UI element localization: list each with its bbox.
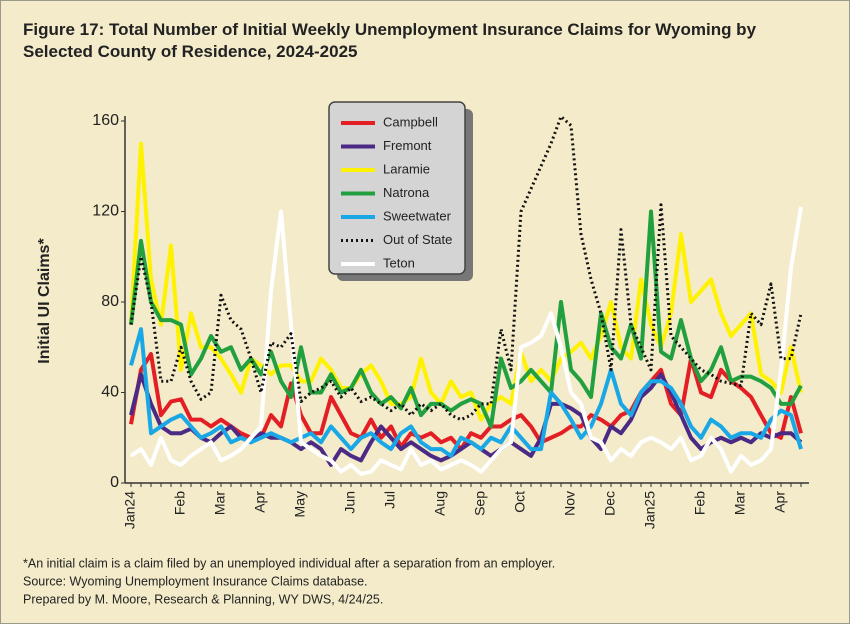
series-line <box>129 141 803 422</box>
y-tick-label: 40 <box>101 384 119 401</box>
y-tick-label: 120 <box>92 203 119 220</box>
legend-label: Sweetwater <box>383 208 452 223</box>
x-tick-label: Apr <box>772 491 788 513</box>
series-line <box>129 327 803 458</box>
legend-label: Out of State <box>383 232 452 247</box>
y-axis-label: Initial UI Claims* <box>36 238 53 364</box>
x-tick-label: Feb <box>692 491 708 515</box>
legend-label: Campbell <box>383 114 438 129</box>
x-tick-label: Mar <box>732 491 748 515</box>
x-tick-label: May <box>292 491 308 517</box>
footnote: Source: Wyoming Unemployment Insurance C… <box>23 574 368 588</box>
series-line <box>129 206 803 476</box>
x-tick-label: Oct <box>512 491 528 513</box>
x-tick-label: Apr <box>252 491 268 513</box>
x-tick-label: Sep <box>472 491 488 516</box>
x-tick-label: Feb <box>172 491 188 515</box>
x-tick-label: Jun <box>342 491 358 514</box>
x-tick-label: Jan25 <box>642 491 658 529</box>
legend-label: Natrona <box>383 185 430 200</box>
legend: Campbell Fremont Laramie Natrona Sweetwater O… <box>328 101 473 281</box>
x-tick-label: Aug <box>432 491 448 516</box>
series-line <box>129 209 803 429</box>
x-tick-label: Jan24 <box>122 491 138 529</box>
x-tick-label: Jul <box>382 491 398 509</box>
y-tick-label: 0 <box>110 474 119 491</box>
y-tick-label: 160 <box>92 112 119 129</box>
title-line: Selected County of Residence, 2024-2025 <box>23 42 357 61</box>
x-tick-label: Dec <box>602 491 618 516</box>
footnote: *An initial claim is a claim filed by an… <box>23 556 555 570</box>
legend-label: Fremont <box>383 138 432 153</box>
footnote: Prepared by M. Moore, Research & Plannin… <box>23 592 383 606</box>
x-tick-label: Mar <box>212 491 228 515</box>
legend-label: Laramie <box>383 161 430 176</box>
title-line: Figure 17: Total Number of Initial Weekl… <box>23 20 757 39</box>
legend-label: Teton <box>383 255 415 270</box>
x-tick-label: Nov <box>562 491 578 516</box>
y-tick-label: 80 <box>101 293 119 310</box>
series-line <box>129 114 803 422</box>
chart-title: Figure 17: Total Number of Initial Weekl… <box>23 20 757 61</box>
